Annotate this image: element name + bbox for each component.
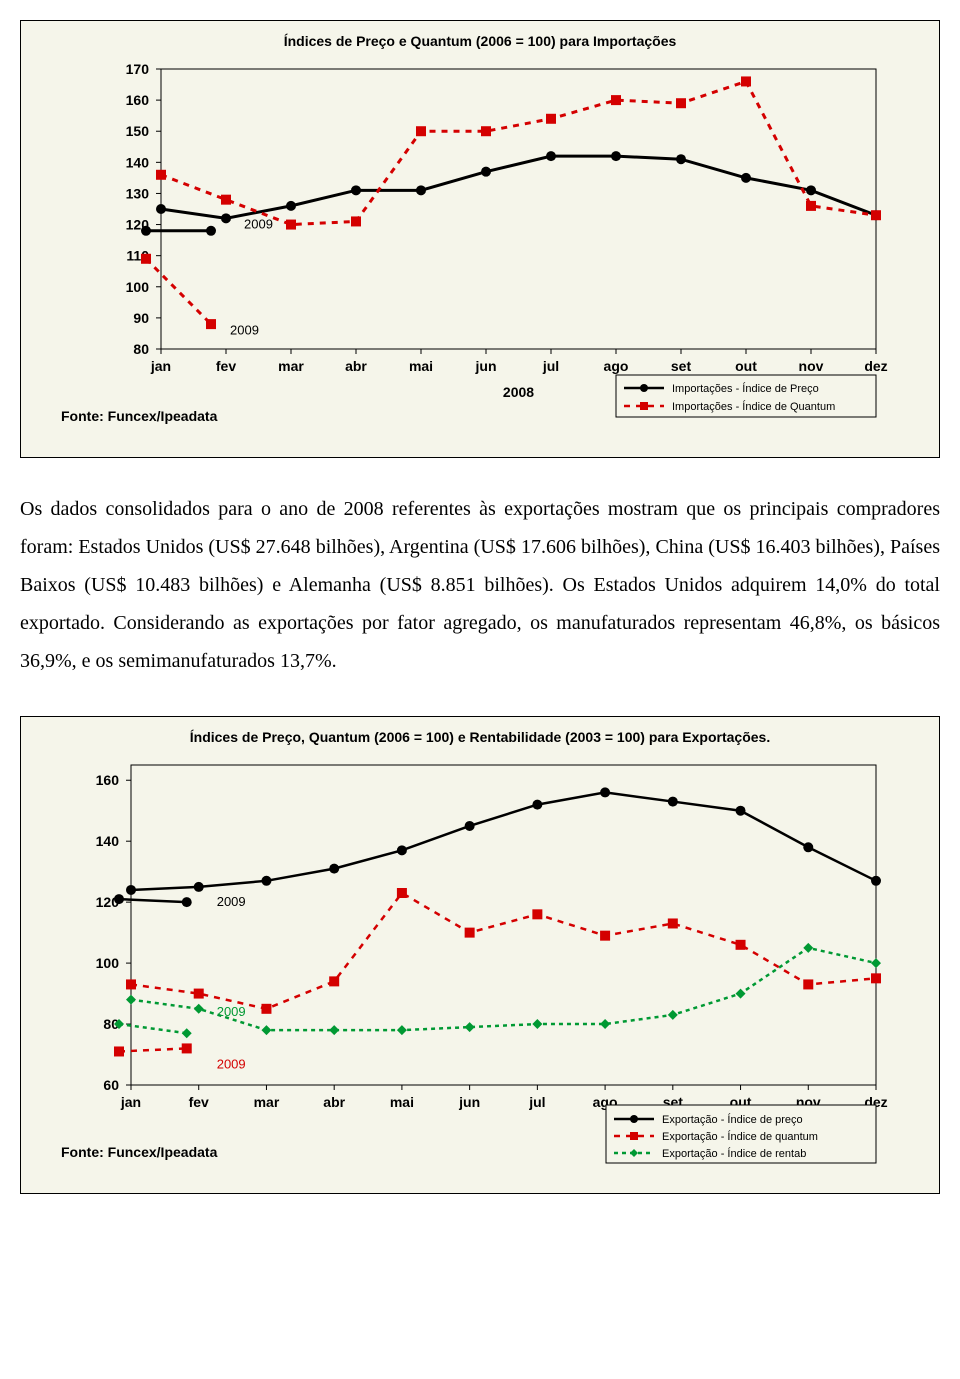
svg-text:160: 160 bbox=[96, 772, 120, 788]
svg-text:Importações - Índice de Quantu: Importações - Índice de Quantum bbox=[672, 400, 835, 413]
svg-text:100: 100 bbox=[126, 279, 150, 295]
chart2-title: Índices de Preço, Quantum (2006 = 100) e… bbox=[31, 729, 929, 745]
svg-text:jul: jul bbox=[528, 1094, 545, 1110]
svg-text:Fonte: Funcex/Ipeadata: Fonte: Funcex/Ipeadata bbox=[61, 408, 218, 424]
svg-text:150: 150 bbox=[126, 123, 150, 139]
svg-text:fev: fev bbox=[189, 1094, 209, 1110]
svg-text:60: 60 bbox=[103, 1077, 119, 1093]
chart2-box: Índices de Preço, Quantum (2006 = 100) e… bbox=[20, 716, 940, 1194]
svg-text:80: 80 bbox=[133, 341, 149, 357]
svg-text:130: 130 bbox=[126, 185, 150, 201]
svg-text:2008: 2008 bbox=[503, 384, 534, 400]
svg-text:100: 100 bbox=[96, 955, 120, 971]
svg-text:160: 160 bbox=[126, 92, 150, 108]
svg-text:abr: abr bbox=[345, 358, 367, 374]
svg-text:140: 140 bbox=[96, 833, 120, 849]
svg-text:out: out bbox=[735, 358, 757, 374]
svg-text:Exportação - Índice de rentab: Exportação - Índice de rentab bbox=[662, 1147, 806, 1160]
svg-text:jun: jun bbox=[475, 358, 497, 374]
svg-text:Fonte: Funcex/Ipeadata: Fonte: Funcex/Ipeadata bbox=[61, 1144, 218, 1160]
svg-text:set: set bbox=[671, 358, 692, 374]
svg-text:jun: jun bbox=[458, 1094, 480, 1110]
svg-text:mai: mai bbox=[409, 358, 433, 374]
chart1-title: Índices de Preço e Quantum (2006 = 100) … bbox=[31, 33, 929, 49]
svg-text:170: 170 bbox=[126, 61, 150, 77]
svg-text:Exportação - Índice de quantum: Exportação - Índice de quantum bbox=[662, 1130, 818, 1143]
svg-text:ago: ago bbox=[604, 358, 629, 374]
chart1-plot: 8090100110120130140150160170janfevmarabr… bbox=[31, 59, 929, 439]
svg-text:2009: 2009 bbox=[217, 1004, 246, 1019]
chart1-box: Índices de Preço e Quantum (2006 = 100) … bbox=[20, 20, 940, 458]
svg-text:nov: nov bbox=[799, 358, 824, 374]
svg-text:2009: 2009 bbox=[244, 217, 273, 232]
svg-text:mar: mar bbox=[254, 1094, 280, 1110]
svg-text:90: 90 bbox=[133, 310, 149, 326]
svg-text:jul: jul bbox=[542, 358, 559, 374]
svg-text:jan: jan bbox=[120, 1094, 141, 1110]
svg-text:2009: 2009 bbox=[217, 1057, 246, 1072]
chart1-svg: 8090100110120130140150160170janfevmarabr… bbox=[31, 59, 911, 439]
svg-text:abr: abr bbox=[323, 1094, 345, 1110]
svg-text:jan: jan bbox=[150, 358, 171, 374]
svg-text:dez: dez bbox=[864, 358, 887, 374]
body-paragraph: Os dados consolidados para o ano de 2008… bbox=[20, 490, 940, 680]
svg-text:mar: mar bbox=[278, 358, 304, 374]
svg-text:2009: 2009 bbox=[217, 894, 246, 909]
svg-text:2009: 2009 bbox=[230, 322, 259, 337]
svg-text:Importações - Índice de Preço: Importações - Índice de Preço bbox=[672, 382, 819, 395]
svg-text:mai: mai bbox=[390, 1094, 414, 1110]
svg-text:140: 140 bbox=[126, 154, 150, 170]
svg-text:Exportação - Índice de preço: Exportação - Índice de preço bbox=[662, 1113, 803, 1126]
chart2-svg: 6080100120140160janfevmarabrmaijunjulago… bbox=[31, 755, 911, 1175]
svg-text:fev: fev bbox=[216, 358, 236, 374]
chart2-plot: 6080100120140160janfevmarabrmaijunjulago… bbox=[31, 755, 929, 1175]
